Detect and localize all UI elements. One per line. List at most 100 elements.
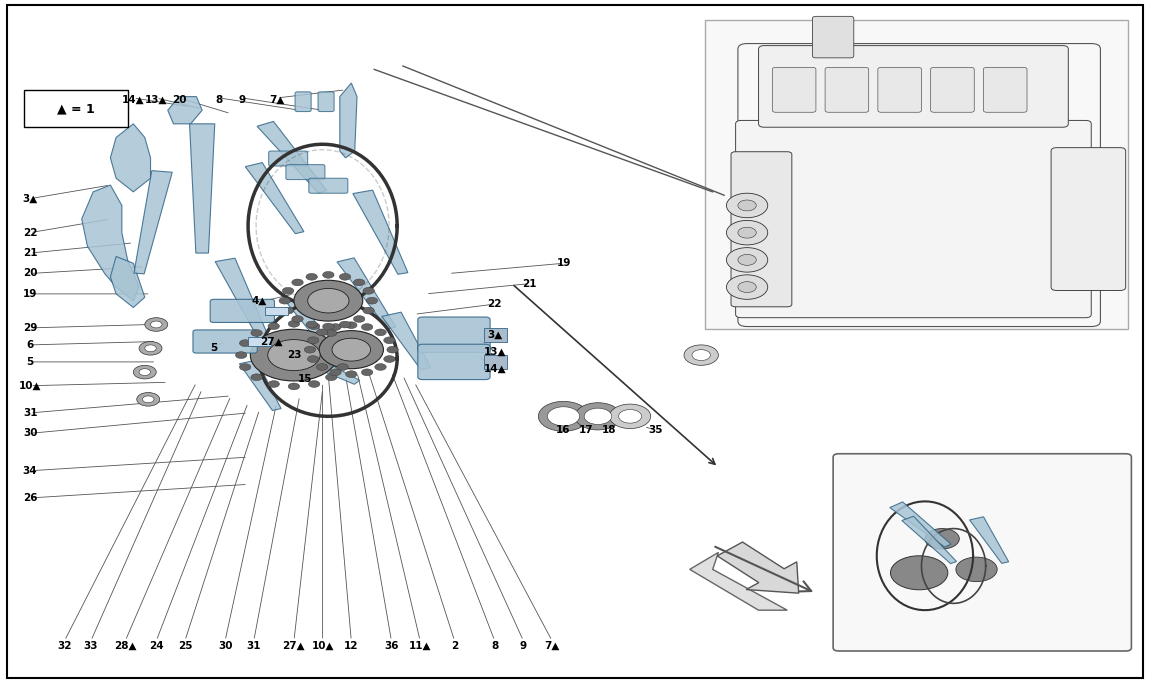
Text: 34: 34 [23, 466, 38, 476]
Circle shape [268, 339, 320, 371]
Text: 31: 31 [23, 408, 37, 418]
Circle shape [738, 200, 757, 211]
Circle shape [323, 323, 335, 330]
Text: 30: 30 [23, 428, 37, 438]
Text: 23: 23 [286, 350, 301, 360]
Circle shape [145, 345, 156, 352]
Text: 21: 21 [23, 248, 37, 258]
Circle shape [151, 321, 162, 328]
Text: 21: 21 [522, 279, 536, 289]
Text: 8: 8 [216, 95, 223, 105]
Text: 16: 16 [557, 425, 570, 435]
Circle shape [139, 369, 151, 376]
Circle shape [251, 330, 262, 337]
Circle shape [139, 342, 162, 355]
Circle shape [292, 316, 304, 322]
Circle shape [584, 408, 612, 425]
FancyBboxPatch shape [319, 92, 335, 111]
PathPatch shape [133, 171, 172, 274]
Text: 26: 26 [23, 493, 37, 503]
FancyBboxPatch shape [24, 90, 128, 127]
Text: 5: 5 [210, 344, 217, 353]
FancyBboxPatch shape [877, 68, 921, 112]
FancyBboxPatch shape [736, 120, 1091, 318]
Text: 33: 33 [84, 641, 98, 651]
PathPatch shape [969, 517, 1009, 563]
Text: 18: 18 [603, 425, 616, 435]
Text: 19: 19 [557, 258, 570, 268]
Text: 14▲: 14▲ [122, 95, 145, 105]
Text: 28▲: 28▲ [114, 641, 137, 651]
PathPatch shape [190, 124, 215, 253]
Bar [484, 328, 507, 342]
PathPatch shape [690, 553, 788, 610]
Bar [266, 307, 289, 315]
Circle shape [316, 329, 328, 336]
Text: 20: 20 [172, 95, 186, 105]
Circle shape [316, 363, 328, 370]
Circle shape [738, 227, 757, 238]
Circle shape [137, 393, 160, 406]
PathPatch shape [168, 96, 202, 124]
Circle shape [547, 407, 580, 426]
PathPatch shape [215, 258, 270, 342]
Text: 14▲: 14▲ [483, 364, 506, 374]
Text: 24: 24 [150, 641, 163, 651]
PathPatch shape [294, 351, 360, 385]
Text: 20: 20 [23, 268, 37, 279]
Circle shape [345, 371, 356, 378]
Text: 29: 29 [23, 323, 37, 333]
Circle shape [619, 410, 642, 423]
Circle shape [684, 345, 719, 365]
FancyBboxPatch shape [759, 46, 1068, 127]
Text: 30: 30 [217, 641, 232, 651]
Text: 3▲: 3▲ [23, 194, 38, 204]
Text: 27▲: 27▲ [260, 337, 282, 346]
PathPatch shape [353, 190, 408, 275]
PathPatch shape [382, 312, 431, 370]
FancyBboxPatch shape [210, 299, 275, 322]
Text: 11▲: 11▲ [409, 641, 431, 651]
Text: 27▲: 27▲ [283, 641, 305, 651]
FancyArrow shape [718, 542, 799, 593]
Text: 13▲: 13▲ [145, 95, 168, 105]
PathPatch shape [286, 299, 327, 342]
Text: 15: 15 [298, 374, 313, 384]
Text: 7▲: 7▲ [544, 641, 560, 651]
Circle shape [236, 352, 247, 359]
Circle shape [289, 383, 300, 390]
Circle shape [133, 365, 156, 379]
Circle shape [145, 318, 168, 331]
Circle shape [294, 280, 362, 321]
Circle shape [323, 271, 335, 278]
Circle shape [320, 331, 383, 369]
Circle shape [890, 556, 948, 590]
Circle shape [325, 330, 337, 337]
Circle shape [279, 297, 291, 304]
FancyBboxPatch shape [983, 68, 1027, 112]
Bar [484, 355, 507, 369]
Text: 32: 32 [58, 641, 71, 651]
Circle shape [268, 380, 279, 387]
Circle shape [308, 323, 320, 330]
Circle shape [345, 322, 356, 329]
FancyBboxPatch shape [417, 344, 490, 380]
Circle shape [375, 329, 386, 336]
Circle shape [727, 248, 768, 272]
FancyBboxPatch shape [296, 92, 312, 111]
Circle shape [306, 273, 317, 280]
Circle shape [925, 529, 959, 549]
Circle shape [361, 369, 373, 376]
Text: ▲ = 1: ▲ = 1 [58, 102, 94, 115]
Circle shape [363, 288, 375, 294]
Circle shape [575, 403, 621, 430]
PathPatch shape [110, 124, 151, 192]
PathPatch shape [339, 83, 356, 158]
Circle shape [307, 356, 319, 363]
Circle shape [337, 339, 348, 346]
Circle shape [727, 193, 768, 218]
Circle shape [325, 374, 337, 380]
Circle shape [353, 316, 365, 322]
Circle shape [332, 338, 370, 361]
FancyBboxPatch shape [825, 68, 868, 112]
